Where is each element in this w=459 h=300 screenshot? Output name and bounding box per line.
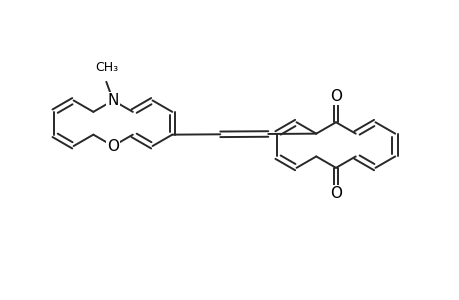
Text: O: O [329, 89, 341, 104]
Text: N: N [107, 93, 118, 108]
Text: CH₃: CH₃ [95, 61, 118, 74]
Text: O: O [107, 139, 119, 154]
Text: O: O [329, 186, 341, 201]
